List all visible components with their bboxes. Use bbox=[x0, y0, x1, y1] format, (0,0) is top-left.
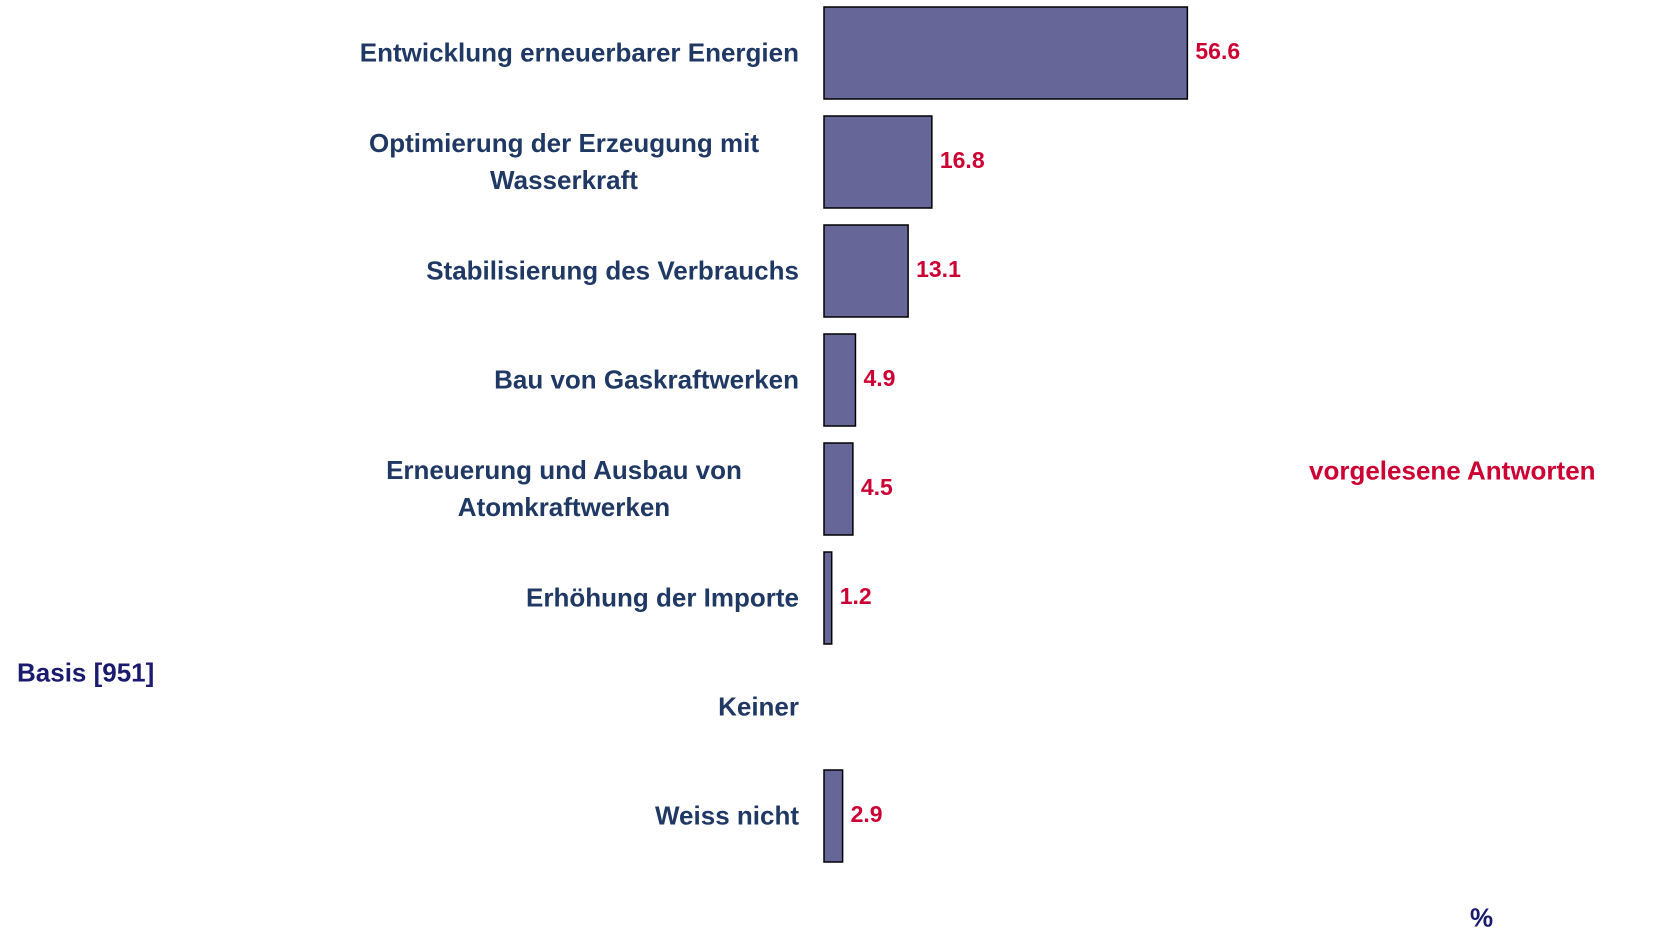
bar bbox=[823, 442, 854, 536]
bar bbox=[823, 6, 1189, 100]
value-label: 56.6 bbox=[1195, 38, 1240, 64]
value-label: 2.9 bbox=[851, 801, 883, 827]
category-label: Stabilisierung des Verbrauchs bbox=[426, 255, 799, 286]
bar bbox=[823, 551, 833, 645]
annotation: Basis [951] bbox=[17, 657, 155, 688]
annotation: vorgelesene Antworten bbox=[1309, 455, 1596, 486]
category-label: Keiner bbox=[718, 691, 799, 722]
category-label: Erneuerung und Ausbau von Atomkraftwerke… bbox=[386, 455, 742, 522]
value-label: 1.2 bbox=[840, 583, 872, 609]
value-label: 4.9 bbox=[863, 365, 895, 391]
category-label: Weiss nicht bbox=[654, 800, 799, 831]
x-axis-label: % bbox=[1470, 902, 1494, 933]
value-label: 13.1 bbox=[916, 256, 961, 282]
bar bbox=[823, 115, 933, 209]
category-label: Entwicklung erneuerbarer Energien bbox=[359, 37, 799, 68]
bar bbox=[823, 224, 909, 318]
bar bbox=[823, 769, 844, 863]
category-label: Erhöhung der Importe bbox=[526, 582, 799, 613]
value-label: 4.5 bbox=[861, 474, 893, 500]
category-label: Bau von Gaskraftwerken bbox=[494, 364, 799, 395]
bar bbox=[823, 333, 857, 427]
category-label: Optimierung der Erzeugung mit Wasserkraf… bbox=[368, 128, 759, 195]
value-label: 16.8 bbox=[940, 147, 985, 173]
